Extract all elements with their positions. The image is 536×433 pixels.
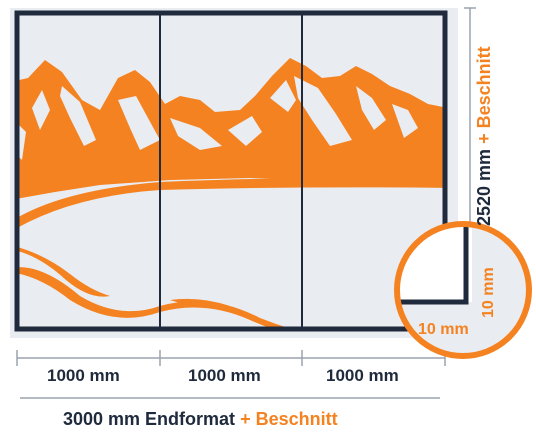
panel-3-width: 1000 mm: [326, 366, 399, 385]
width-dimension-line: [16, 350, 446, 366]
panel-1-width: 1000 mm: [47, 366, 120, 385]
total-width-value: 3000 mm Endformat: [63, 409, 236, 429]
total-width-bleed: + Beschnitt: [240, 409, 338, 429]
mountain-landscape-icon: [17, 58, 445, 329]
bleed-horizontal-label: 10 mm: [418, 321, 469, 338]
height-bleed: + Beschnitt: [474, 46, 494, 144]
panel-2-width: 1000 mm: [188, 366, 261, 385]
height-value: 2520 mm: [474, 148, 494, 226]
total-width-label: 3000 mm Endformat + Beschnitt: [63, 409, 338, 430]
final-format-frame: [14, 10, 448, 332]
corner-frame-detail: [397, 224, 469, 305]
bleed-vertical-label: 10 mm: [480, 267, 497, 318]
height-label: 2520 mm + Beschnitt: [474, 46, 495, 226]
